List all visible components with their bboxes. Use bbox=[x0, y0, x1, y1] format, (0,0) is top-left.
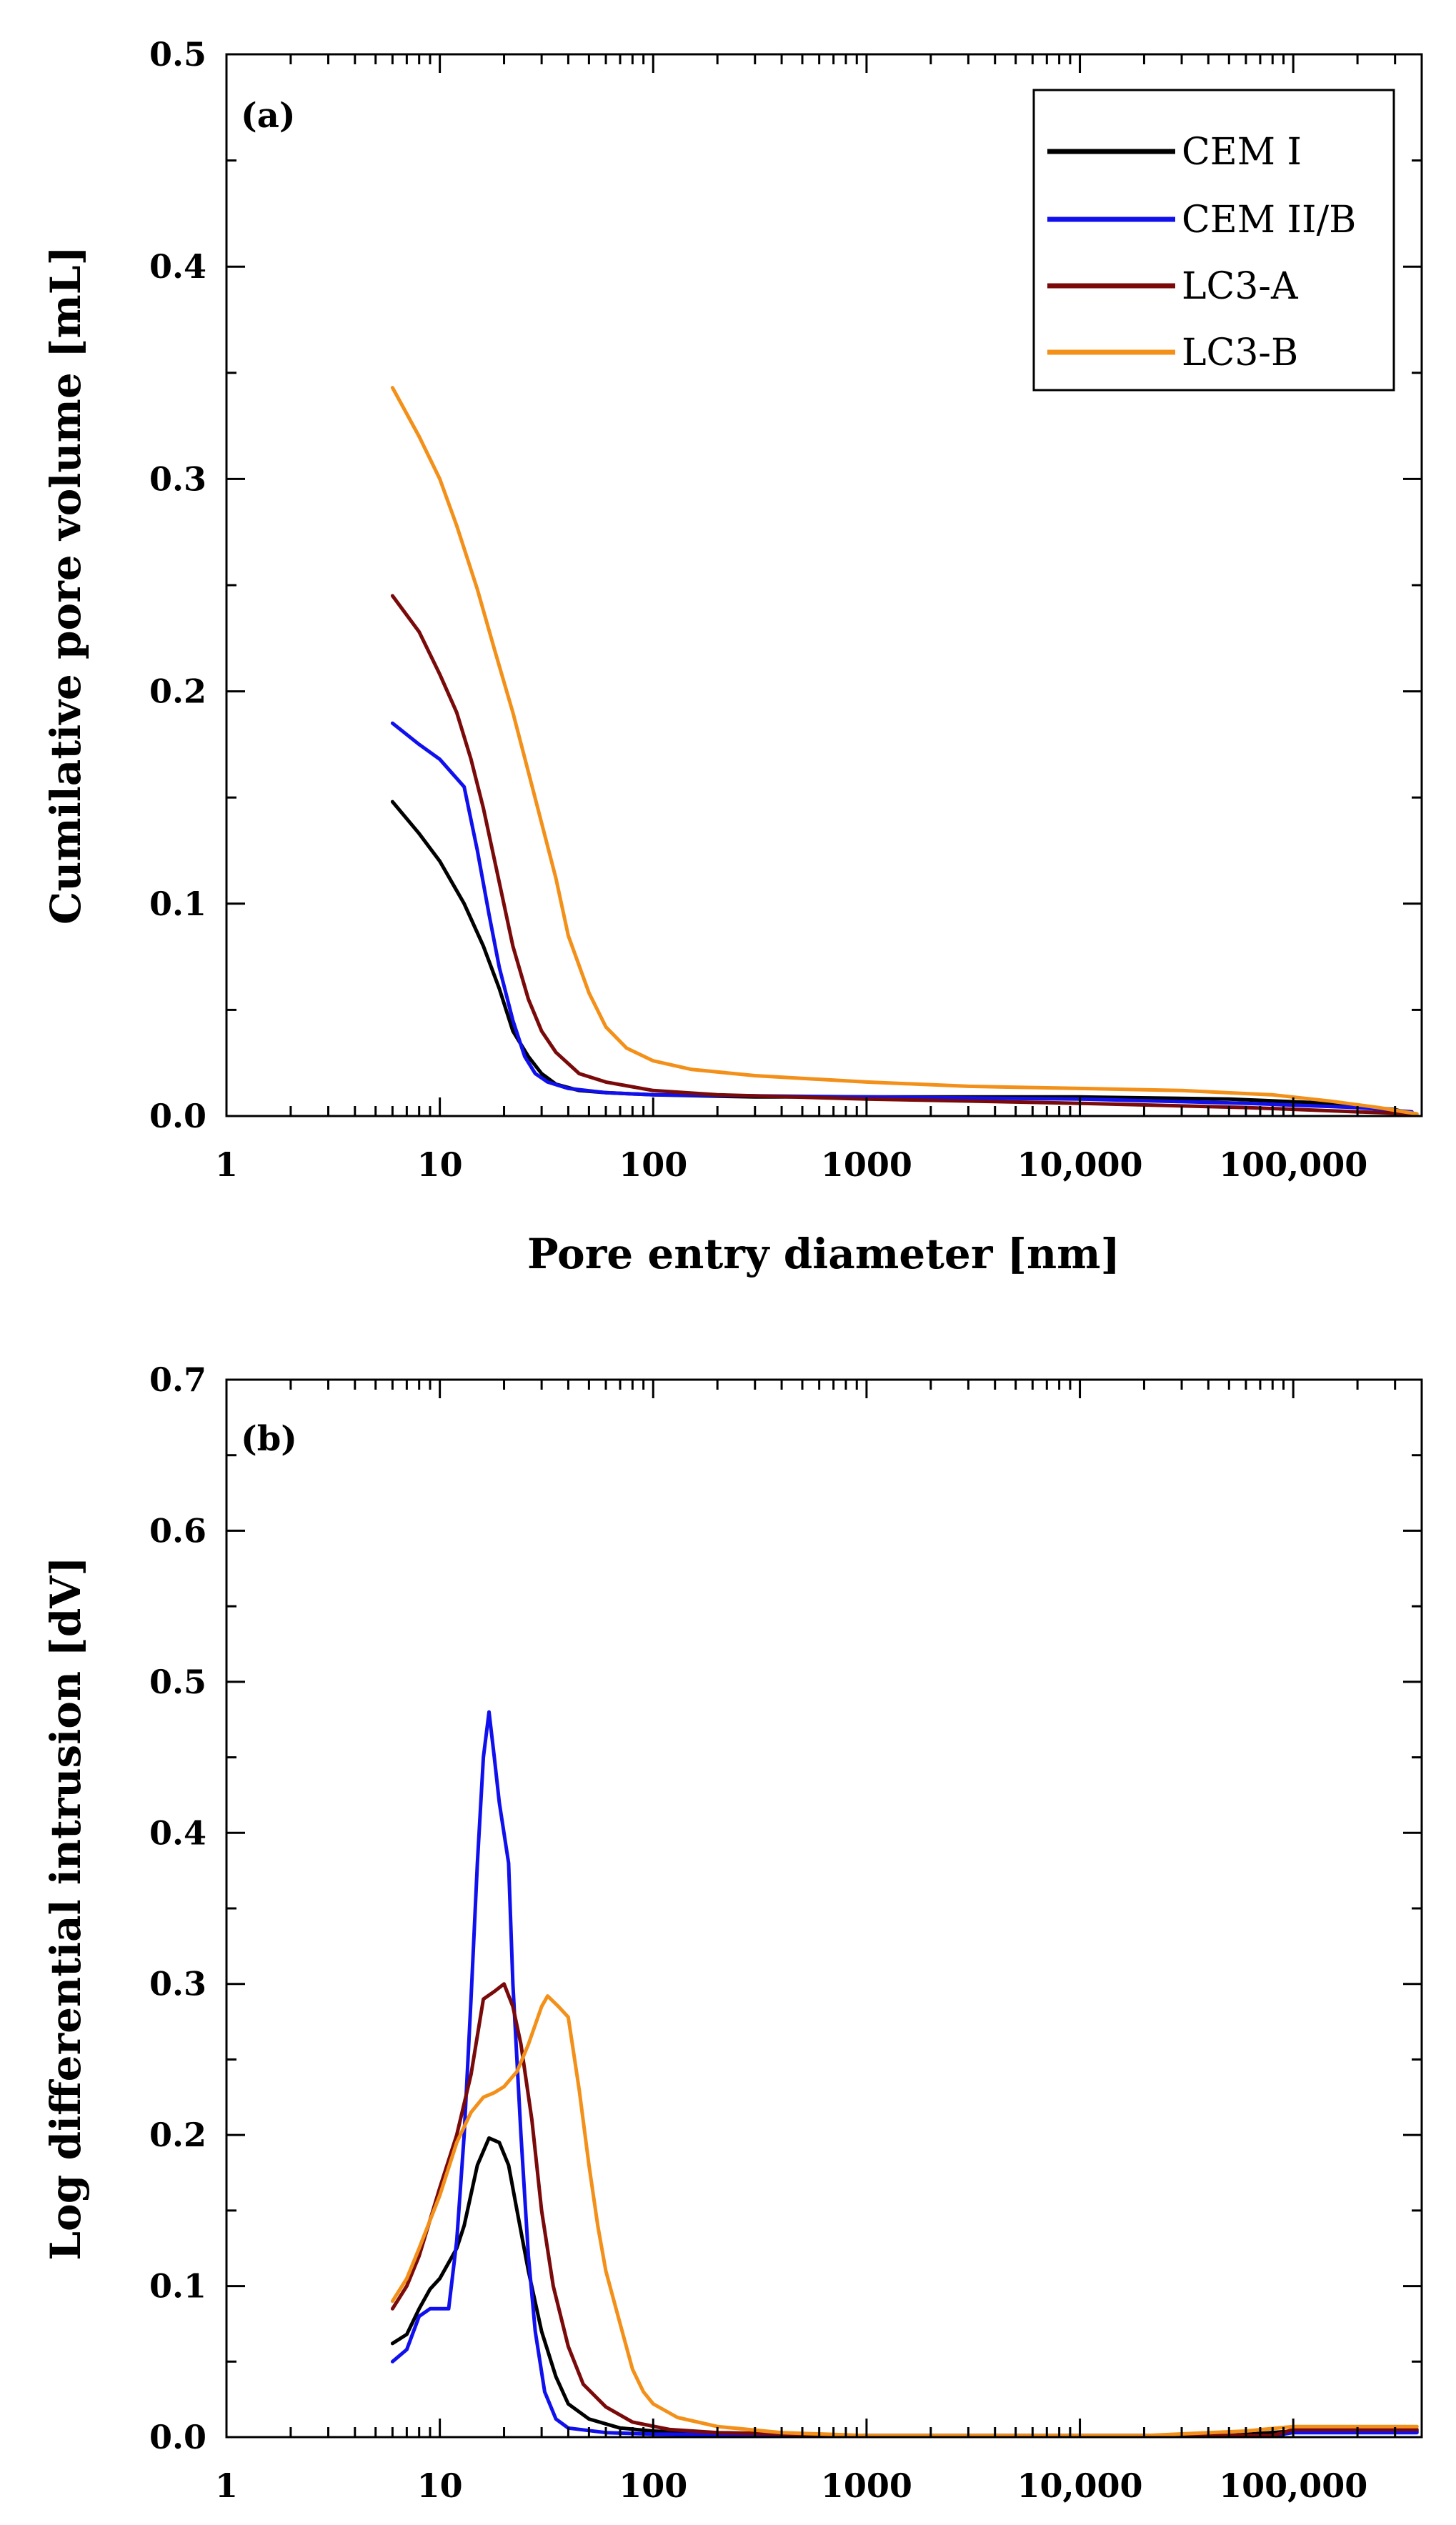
panel-b-y-tick-label: 0.2 bbox=[149, 2116, 206, 2154]
panel-b-y-axis-title: Log differential intrusion [dV] bbox=[41, 1556, 90, 2260]
panel-a-legend-box bbox=[1032, 89, 1395, 392]
panel-b-x-tick-label: 100,000 bbox=[1219, 2466, 1367, 2505]
panel-a-y-tick-label: 0.5 bbox=[149, 35, 206, 74]
panel-a-y-tick-label: 0.1 bbox=[149, 885, 206, 923]
panel-a-y-tick-label: 0.2 bbox=[149, 672, 206, 711]
panel-a-y-tick-label: 0.0 bbox=[149, 1097, 206, 1135]
panel-b-y-tick-label: 0.3 bbox=[149, 1965, 206, 2003]
panel-b-x-tick-label: 1 bbox=[215, 2466, 238, 2505]
panel-a-label: (a) bbox=[241, 96, 296, 136]
panel-b: 1 10 100 1000 10,000 100,000 0.0 0.1 0.2 0.3 0.4 0.… bbox=[41, 1360, 1423, 2505]
panel-b-x-tick-label: 10,000 bbox=[1017, 2466, 1143, 2505]
legend-label-cem-i: CEM I bbox=[1182, 131, 1302, 174]
panel-b-y-tick-label: 0.6 bbox=[149, 1511, 206, 1550]
panel-b-y-tick-label: 0.5 bbox=[149, 1663, 206, 1701]
panel-b-x-tick-label: 100 bbox=[619, 2466, 687, 2505]
panel-b-x-tick-label: 1000 bbox=[821, 2466, 912, 2505]
panel-a-y-tick-label: 0.3 bbox=[149, 459, 206, 498]
panel-a-ticks: 1 10 100 1000 10,000 100,000 0.0 0.1 0.2 0.3 0.4 0.… bbox=[149, 35, 1423, 1184]
panel-a-series-lc3-b bbox=[390, 386, 1419, 1116]
panel-b-y-tick-label: 0.7 bbox=[149, 1360, 206, 1399]
panel-a-y-axis-title: Cumilative pore volume [mL] bbox=[41, 246, 90, 925]
panel-b-label: (b) bbox=[241, 1419, 297, 1459]
panel-b-y-tick-label: 0.1 bbox=[149, 2267, 206, 2306]
panel-a-series-group bbox=[390, 386, 1419, 1116]
panel-b-y-tick-label: 0.4 bbox=[149, 1813, 206, 1852]
panel-a: 1 10 100 1000 10,000 100,000 0.0 0.1 0.2 0.3 0.4 0.… bbox=[41, 35, 1423, 1278]
panel-a-legend: CEM I CEM II/B LC3-A LC3-B bbox=[1032, 89, 1395, 392]
panel-a-x-tick-label: 10 bbox=[417, 1145, 463, 1184]
legend-label-cem-ii-b: CEM II/B bbox=[1182, 199, 1356, 241]
panel-b-ticks: 1 10 100 1000 10,000 100,000 0.0 0.1 0.2 0.3 0.4 0.… bbox=[149, 1360, 1423, 2505]
legend-label-lc3-b: LC3-B bbox=[1182, 332, 1298, 374]
panel-a-x-tick-label: 100,000 bbox=[1219, 1145, 1367, 1184]
panel-a-x-tick-label: 1000 bbox=[821, 1145, 912, 1184]
panel-a-x-tick-label: 10,000 bbox=[1017, 1145, 1143, 1184]
panel-b-y-tick-label: 0.0 bbox=[149, 2418, 206, 2456]
panel-a-series-lc3-a bbox=[390, 594, 1414, 1116]
panel-a-x-tick-label: 1 bbox=[215, 1145, 238, 1184]
legend-label-lc3-a: LC3-A bbox=[1182, 265, 1299, 308]
panel-a-x-tick-label: 100 bbox=[619, 1145, 687, 1184]
panel-b-series-lc3-a bbox=[390, 1982, 1419, 2438]
panel-b-series-cem-ii-b bbox=[390, 1710, 1419, 2438]
panel-b-x-tick-label: 10 bbox=[417, 2466, 463, 2505]
panel-a-y-tick-label: 0.4 bbox=[149, 247, 206, 286]
panel-a-x-axis-title: Pore entry diameter [nm] bbox=[527, 1230, 1120, 1278]
